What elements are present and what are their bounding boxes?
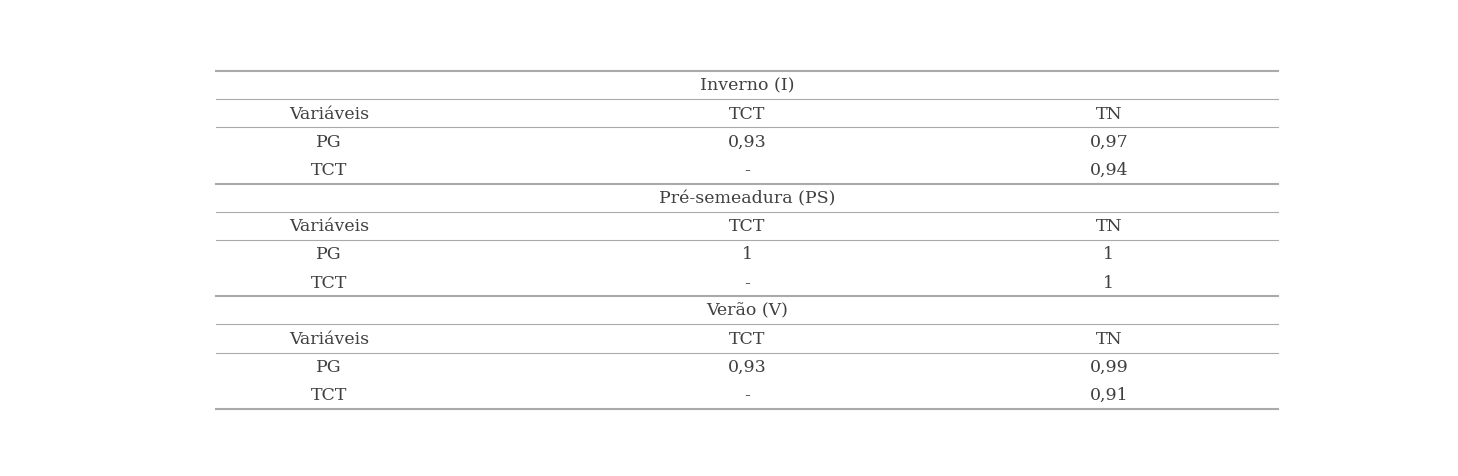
- Text: Variáveis: Variáveis: [289, 330, 369, 347]
- Text: 0,99: 0,99: [1089, 358, 1128, 375]
- Text: Pré-semeadura (PS): Pré-semeadura (PS): [659, 190, 835, 207]
- Text: TN: TN: [1095, 330, 1123, 347]
- Text: Verão (V): Verão (V): [706, 302, 789, 319]
- Text: TCT: TCT: [729, 218, 765, 235]
- Text: PG: PG: [316, 246, 343, 263]
- Text: TN: TN: [1095, 106, 1123, 122]
- Text: Inverno (I): Inverno (I): [700, 77, 795, 94]
- Text: 0,93: 0,93: [728, 358, 767, 375]
- Text: 0,93: 0,93: [728, 134, 767, 150]
- Text: TCT: TCT: [311, 274, 347, 291]
- Text: PG: PG: [316, 134, 343, 150]
- Text: TN: TN: [1095, 218, 1123, 235]
- Text: TCT: TCT: [729, 106, 765, 122]
- Text: Variáveis: Variáveis: [289, 218, 369, 235]
- Text: TCT: TCT: [311, 387, 347, 404]
- Text: TCT: TCT: [729, 330, 765, 347]
- Text: -: -: [744, 274, 751, 291]
- Text: 1: 1: [1104, 246, 1114, 263]
- Text: 0,91: 0,91: [1089, 387, 1128, 404]
- Text: TCT: TCT: [311, 162, 347, 178]
- Text: 0,94: 0,94: [1089, 162, 1128, 178]
- Text: -: -: [744, 387, 751, 404]
- Text: -: -: [744, 162, 751, 178]
- Text: Variáveis: Variáveis: [289, 106, 369, 122]
- Text: 0,97: 0,97: [1089, 134, 1128, 150]
- Text: 1: 1: [742, 246, 752, 263]
- Text: PG: PG: [316, 358, 343, 375]
- Text: 1: 1: [1104, 274, 1114, 291]
